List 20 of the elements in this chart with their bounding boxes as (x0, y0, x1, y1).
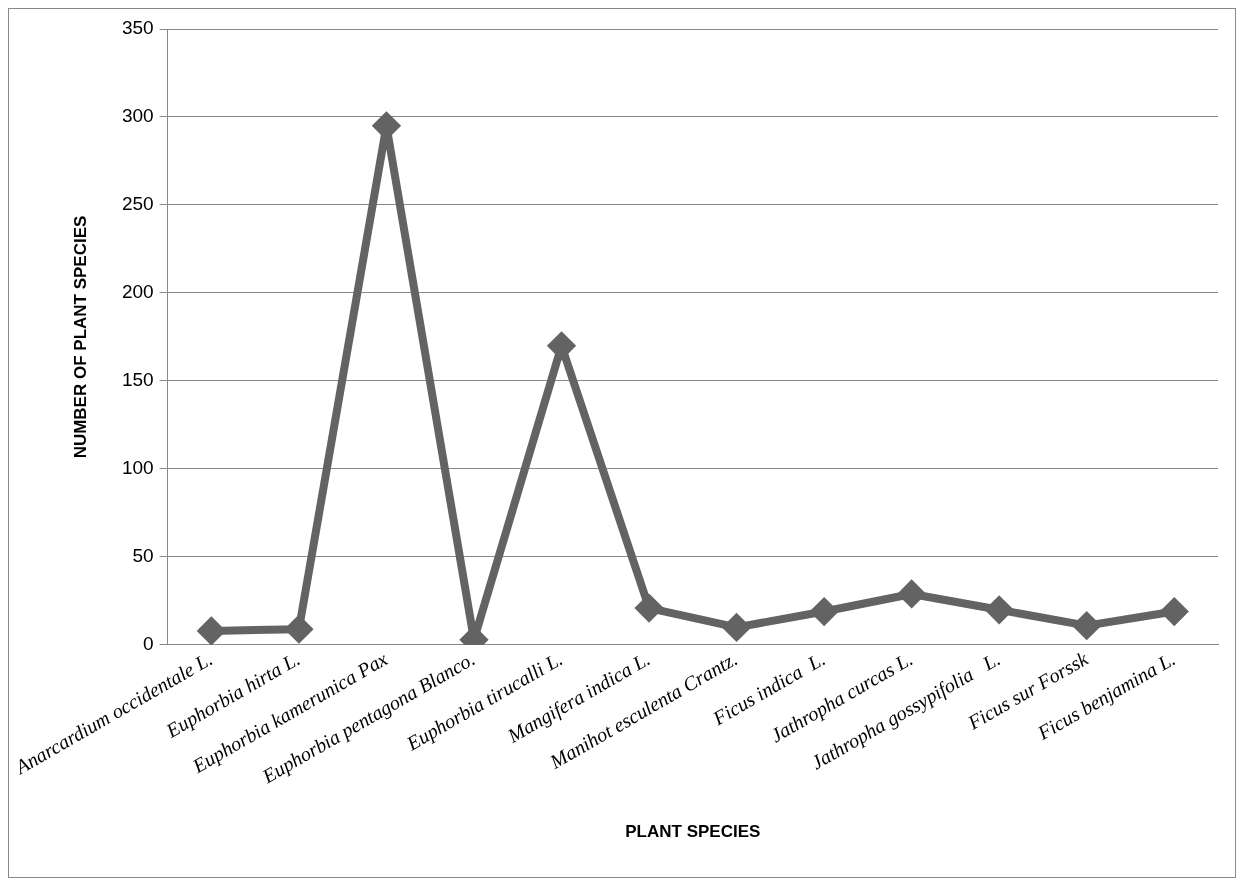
point (898, 580, 925, 607)
point (1161, 598, 1188, 625)
y-tick-label: 200 (121, 281, 154, 303)
point (285, 616, 312, 643)
point (548, 332, 575, 359)
y-axis-title: NUMBER OF PLANT SPECIES (71, 215, 91, 459)
point (636, 595, 663, 622)
point (723, 614, 750, 641)
y-tick-label: 0 (143, 633, 154, 655)
x-axis-title: PLANT SPECIES (625, 822, 761, 842)
point (986, 596, 1013, 623)
y-tick-label: 50 (132, 545, 154, 567)
y-tick-label: 150 (121, 369, 154, 391)
y-tick-label: 250 (121, 193, 154, 215)
point (1073, 612, 1100, 639)
point (811, 598, 838, 625)
y-tick-label: 100 (121, 457, 154, 479)
y-tick-label: 350 (121, 17, 154, 39)
y-tick-label: 300 (121, 105, 154, 127)
point (198, 617, 225, 644)
